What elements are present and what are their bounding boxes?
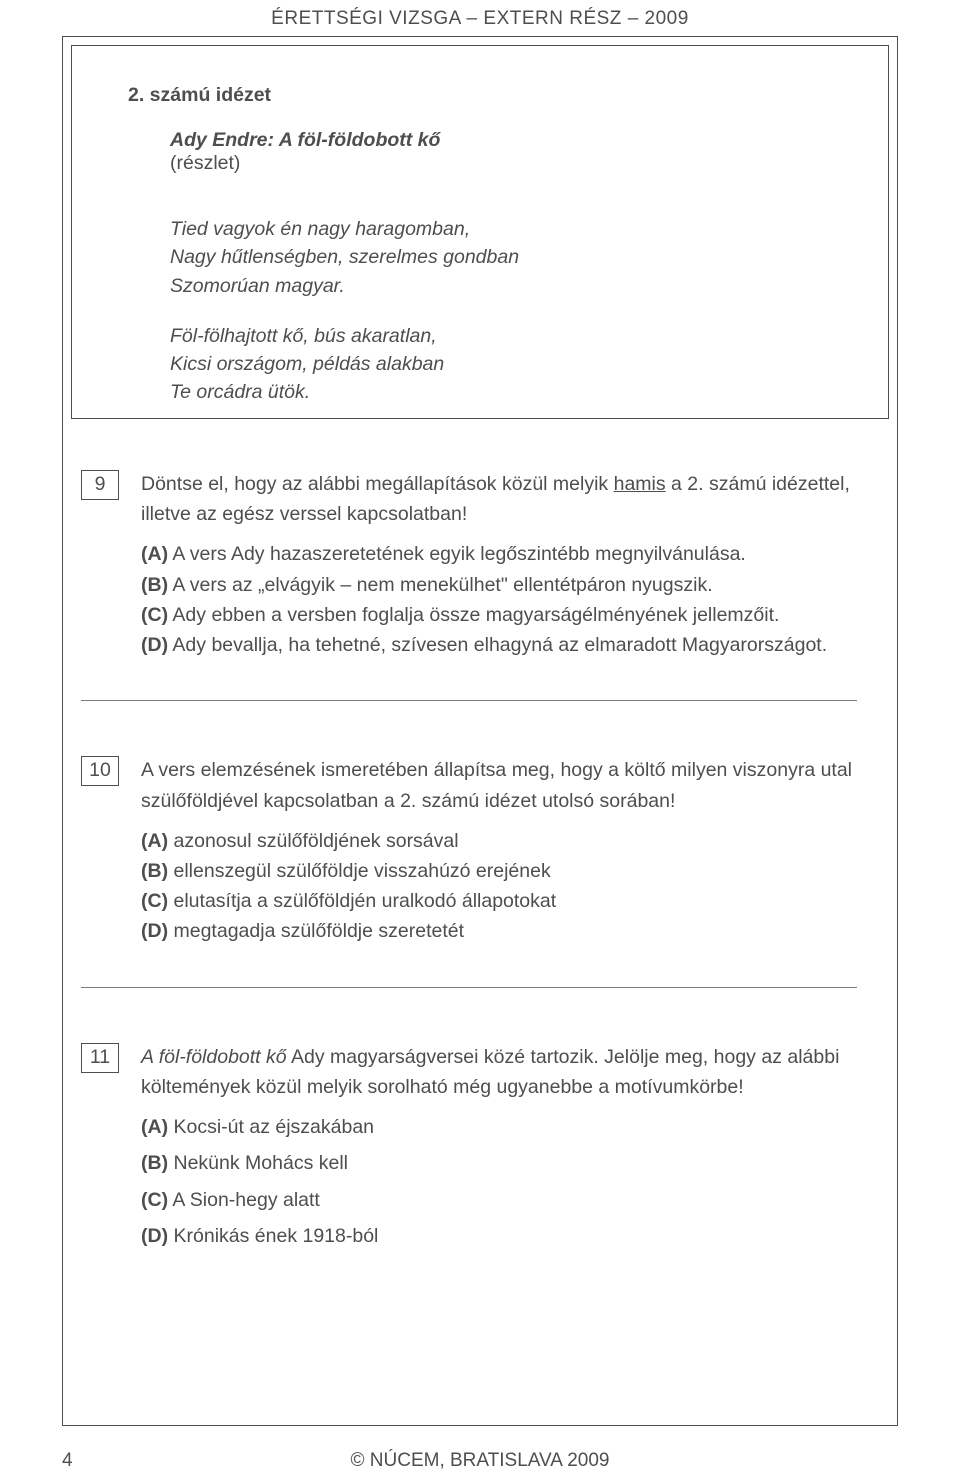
- question-number-box: 10: [81, 756, 119, 786]
- option-d[interactable]: (D) Ady bevallja, ha tehetné, szívesen e…: [141, 630, 857, 660]
- option-a[interactable]: (A) Kocsi-út az éjszakában: [141, 1112, 857, 1142]
- poem-line: Szomorúan magyar.: [170, 272, 842, 300]
- option-text: azonosul szülőföldjének sorsával: [174, 830, 459, 852]
- footer-copyright: © NÚCEM, BRATISLAVA 2009: [62, 1450, 898, 1472]
- question-stem: A vers elemzésének ismeretében állapítsa…: [141, 759, 852, 811]
- option-c[interactable]: (C) elutasítja a szülőföldjén uralkodó á…: [141, 886, 857, 916]
- option-label: (A): [141, 830, 168, 852]
- option-label: (D): [141, 634, 168, 656]
- question-stem-underline: hamis: [614, 473, 666, 495]
- question-body: A vers elemzésének ismeretében állapítsa…: [119, 755, 857, 946]
- options: (A) azonosul szülőföldjének sorsával (B)…: [141, 826, 857, 947]
- question-body: Döntse el, hogy az alábbi megállapítások…: [119, 469, 857, 660]
- stanza-1: Tied vagyok én nagy haragomban, Nagy hűt…: [170, 215, 842, 300]
- option-text: A vers az „elvágyik – nem menekülhet" el…: [172, 574, 712, 596]
- option-b[interactable]: (B) Nekünk Mohács kell: [141, 1148, 857, 1178]
- option-label: (D): [141, 920, 168, 942]
- options: (A) Kocsi-út az éjszakában (B) Nekünk Mo…: [141, 1112, 857, 1251]
- question-9: 9 Döntse el, hogy az alábbi megállapítás…: [81, 469, 857, 660]
- question-stem-pre: Döntse el, hogy az alábbi megállapítások…: [141, 473, 614, 495]
- poem-line: Te orcádra ütök.: [170, 378, 842, 406]
- option-c[interactable]: (C) Ady ebben a versben foglalja össze m…: [141, 600, 857, 630]
- option-d[interactable]: (D) megtagadja szülőföldje szeretetét: [141, 916, 857, 946]
- stanza-2: Föl-fölhajtott kő, bús akaratlan, Kicsi …: [170, 322, 842, 407]
- question-body: A föl-földobott kő Ady magyarságversei k…: [119, 1042, 857, 1257]
- page-header: ÉRETTSÉGI VIZSGA – EXTERN RÉSZ – 2009: [0, 0, 960, 38]
- option-text: Kocsi-út az éjszakában: [174, 1116, 375, 1138]
- option-text: Ady bevallja, ha tehetné, szívesen elhag…: [172, 634, 827, 656]
- divider: [81, 987, 857, 988]
- question-number-box: 9: [81, 470, 119, 500]
- option-c[interactable]: (C) A Sion-hegy alatt: [141, 1185, 857, 1215]
- question-10: 10 A vers elemzésének ismeretében állapí…: [81, 755, 857, 946]
- option-label: (D): [141, 1225, 168, 1247]
- option-b[interactable]: (B) ellenszegül szülőföldje visszahúzó e…: [141, 856, 857, 886]
- option-label: (B): [141, 1152, 168, 1174]
- quote-number-title: 2. számú idézet: [128, 84, 842, 107]
- poem-line: Nagy hűtlenségben, szerelmes gondban: [170, 243, 842, 271]
- page-number: 4: [62, 1450, 73, 1472]
- quote-box: 2. számú idézet Ady Endre: A föl-földobo…: [71, 45, 889, 419]
- option-label: (B): [141, 574, 168, 596]
- divider: [81, 700, 857, 701]
- option-label: (B): [141, 860, 168, 882]
- options: (A) A vers Ady hazaszeretetének egyik le…: [141, 539, 857, 660]
- page: ÉRETTSÉGI VIZSGA – EXTERN RÉSZ – 2009 2.…: [0, 0, 960, 1484]
- question-11: 11 A föl-földobott kő Ady magyarságverse…: [81, 1042, 857, 1257]
- option-text: A vers Ady hazaszeretetének egyik legősz…: [172, 543, 745, 565]
- poem-line: Kicsi országom, példás alakban: [170, 350, 842, 378]
- question-stem-italic: A föl-földobott kő: [141, 1046, 287, 1068]
- poem: Tied vagyok én nagy haragomban, Nagy hűt…: [170, 215, 842, 407]
- option-text: ellenszegül szülőföldje visszahúzó erejé…: [174, 860, 551, 882]
- option-text: Ady ebben a versben foglalja össze magya…: [172, 604, 779, 626]
- quote-author-line: Ady Endre: A föl-földobott kő: [170, 129, 842, 152]
- option-text: Nekünk Mohács kell: [174, 1152, 349, 1174]
- question-number-box: 11: [81, 1043, 119, 1073]
- option-label: (C): [141, 1189, 168, 1211]
- option-d[interactable]: (D) Krónikás ének 1918-ból: [141, 1221, 857, 1251]
- questions-area: 9 Döntse el, hogy az alábbi megállapítás…: [63, 469, 897, 1297]
- option-text: elutasítja a szülőföldjén uralkodó állap…: [174, 890, 557, 912]
- option-label: (A): [141, 1116, 168, 1138]
- poem-line: Tied vagyok én nagy haragomban,: [170, 215, 842, 243]
- option-label: (A): [141, 543, 168, 565]
- option-text: Krónikás ének 1918-ból: [174, 1225, 379, 1247]
- content-frame: 2. számú idézet Ady Endre: A föl-földobo…: [62, 36, 898, 1426]
- quote-subtitle: (részlet): [170, 152, 842, 175]
- option-a[interactable]: (A) A vers Ady hazaszeretetének egyik le…: [141, 539, 857, 569]
- poem-line: Föl-fölhajtott kő, bús akaratlan,: [170, 322, 842, 350]
- option-label: (C): [141, 890, 168, 912]
- option-text: A Sion-hegy alatt: [172, 1189, 319, 1211]
- option-text: megtagadja szülőföldje szeretetét: [174, 920, 465, 942]
- option-a[interactable]: (A) azonosul szülőföldjének sorsával: [141, 826, 857, 856]
- page-footer: 4 © NÚCEM, BRATISLAVA 2009: [62, 1450, 898, 1472]
- option-label: (C): [141, 604, 168, 626]
- option-b[interactable]: (B) A vers az „elvágyik – nem menekülhet…: [141, 570, 857, 600]
